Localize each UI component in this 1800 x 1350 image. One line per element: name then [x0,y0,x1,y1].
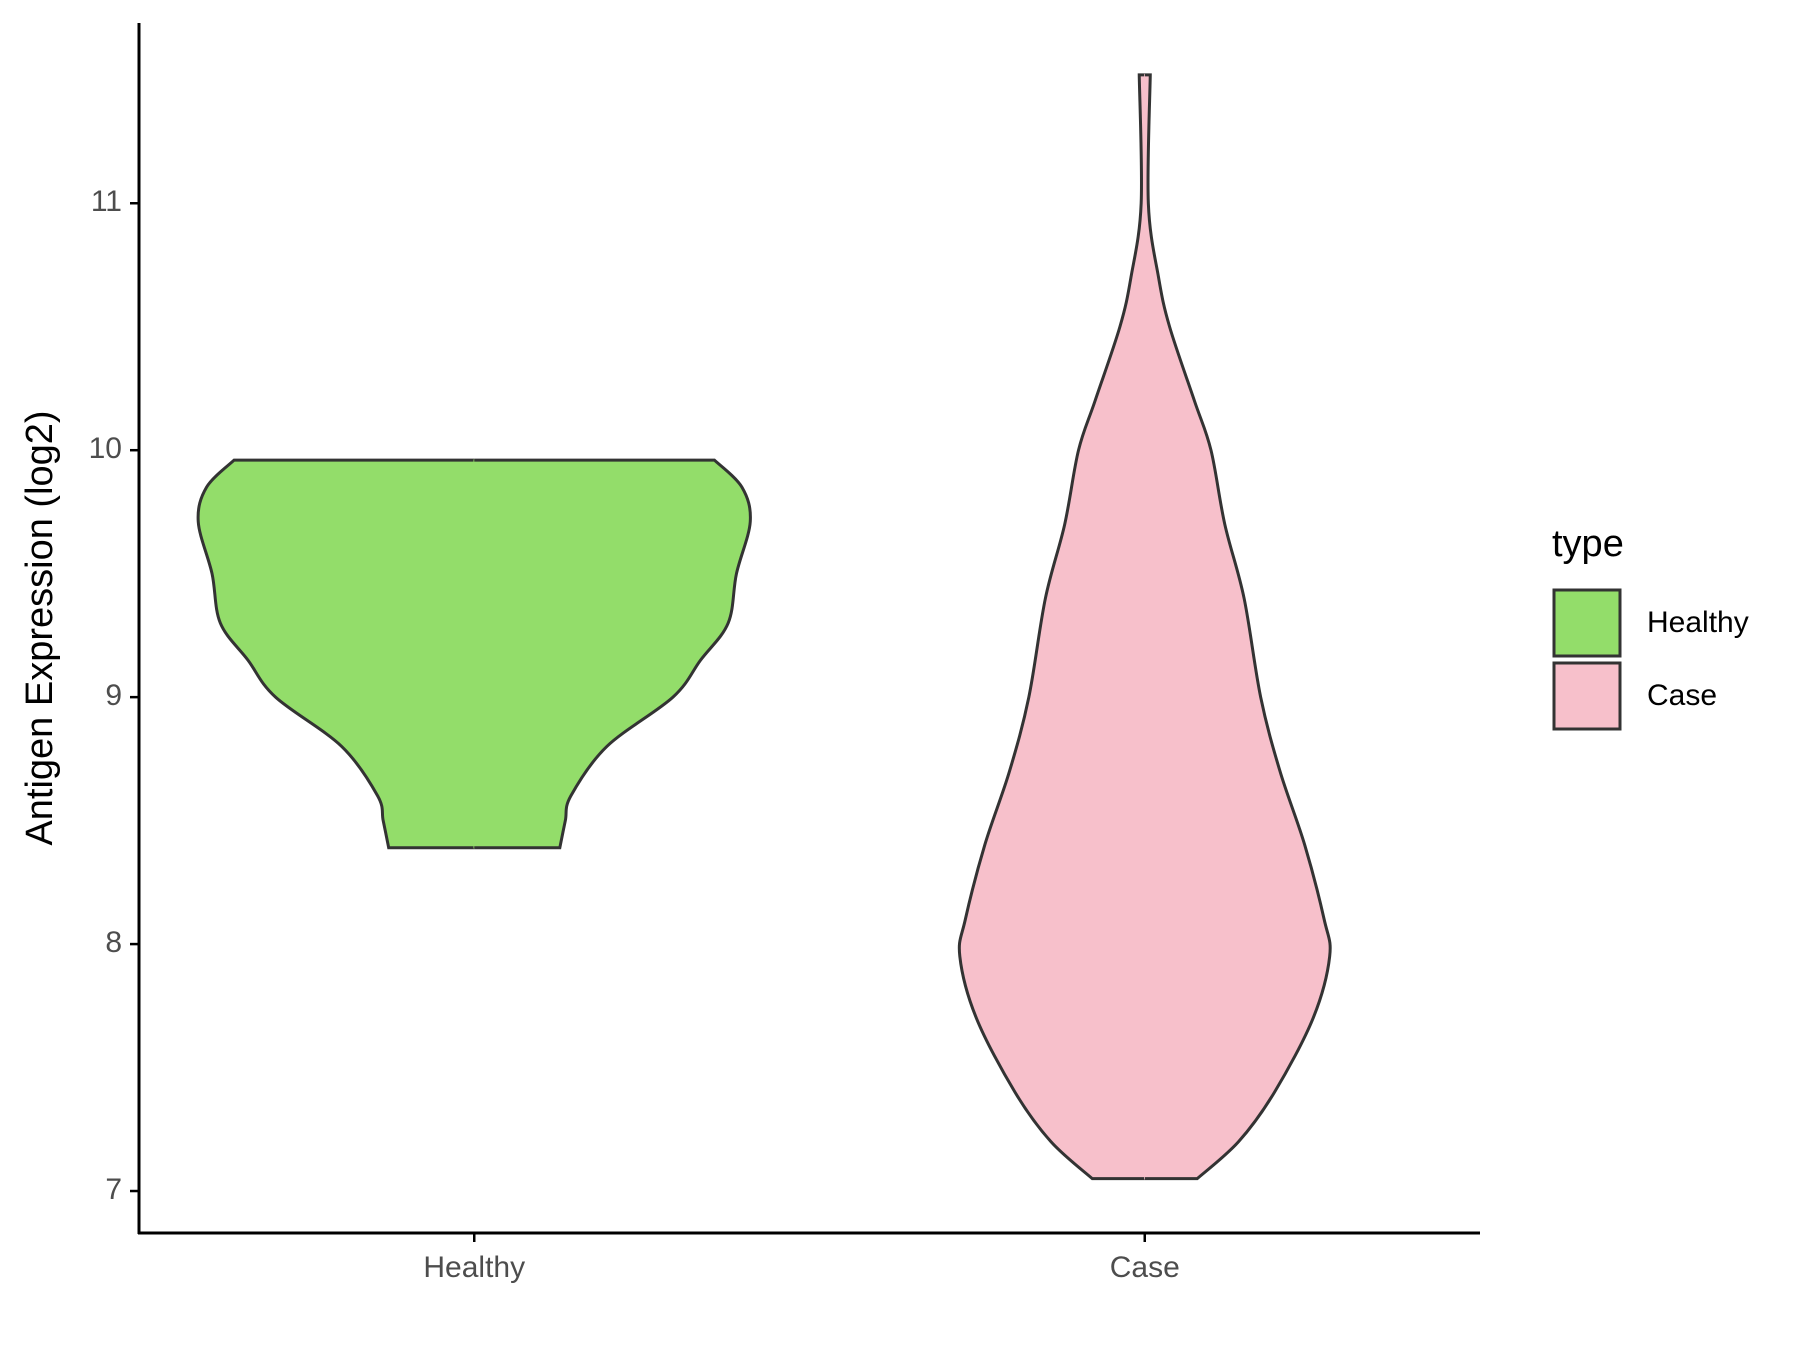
violin-half [1144,74,1331,1180]
violin-outline [1144,73,1332,1181]
y-tick-label: 9 [105,679,122,712]
legend-label: Healthy [1647,606,1749,639]
violin-half [473,459,752,849]
violin-outline [196,458,475,850]
x-tick-label: Healthy [423,1251,525,1284]
legend-label: Case [1647,679,1717,712]
legend-key [1552,661,1622,731]
y-tick-label: 7 [105,1173,122,1206]
violin-half [197,459,475,849]
y-tick-label: 11 [91,185,122,218]
y-tick-label: 10 [89,432,122,465]
x-tick-label: Case [1110,1251,1180,1284]
y-tick-label: 8 [105,926,122,959]
legend-title: type [1552,523,1624,565]
violin-half [958,74,1146,1180]
violin-outline [474,458,752,850]
y-axis-label: Antigen Expression (log2) [19,410,61,845]
legend-key [1552,588,1622,658]
violin-outline [957,73,1145,1181]
